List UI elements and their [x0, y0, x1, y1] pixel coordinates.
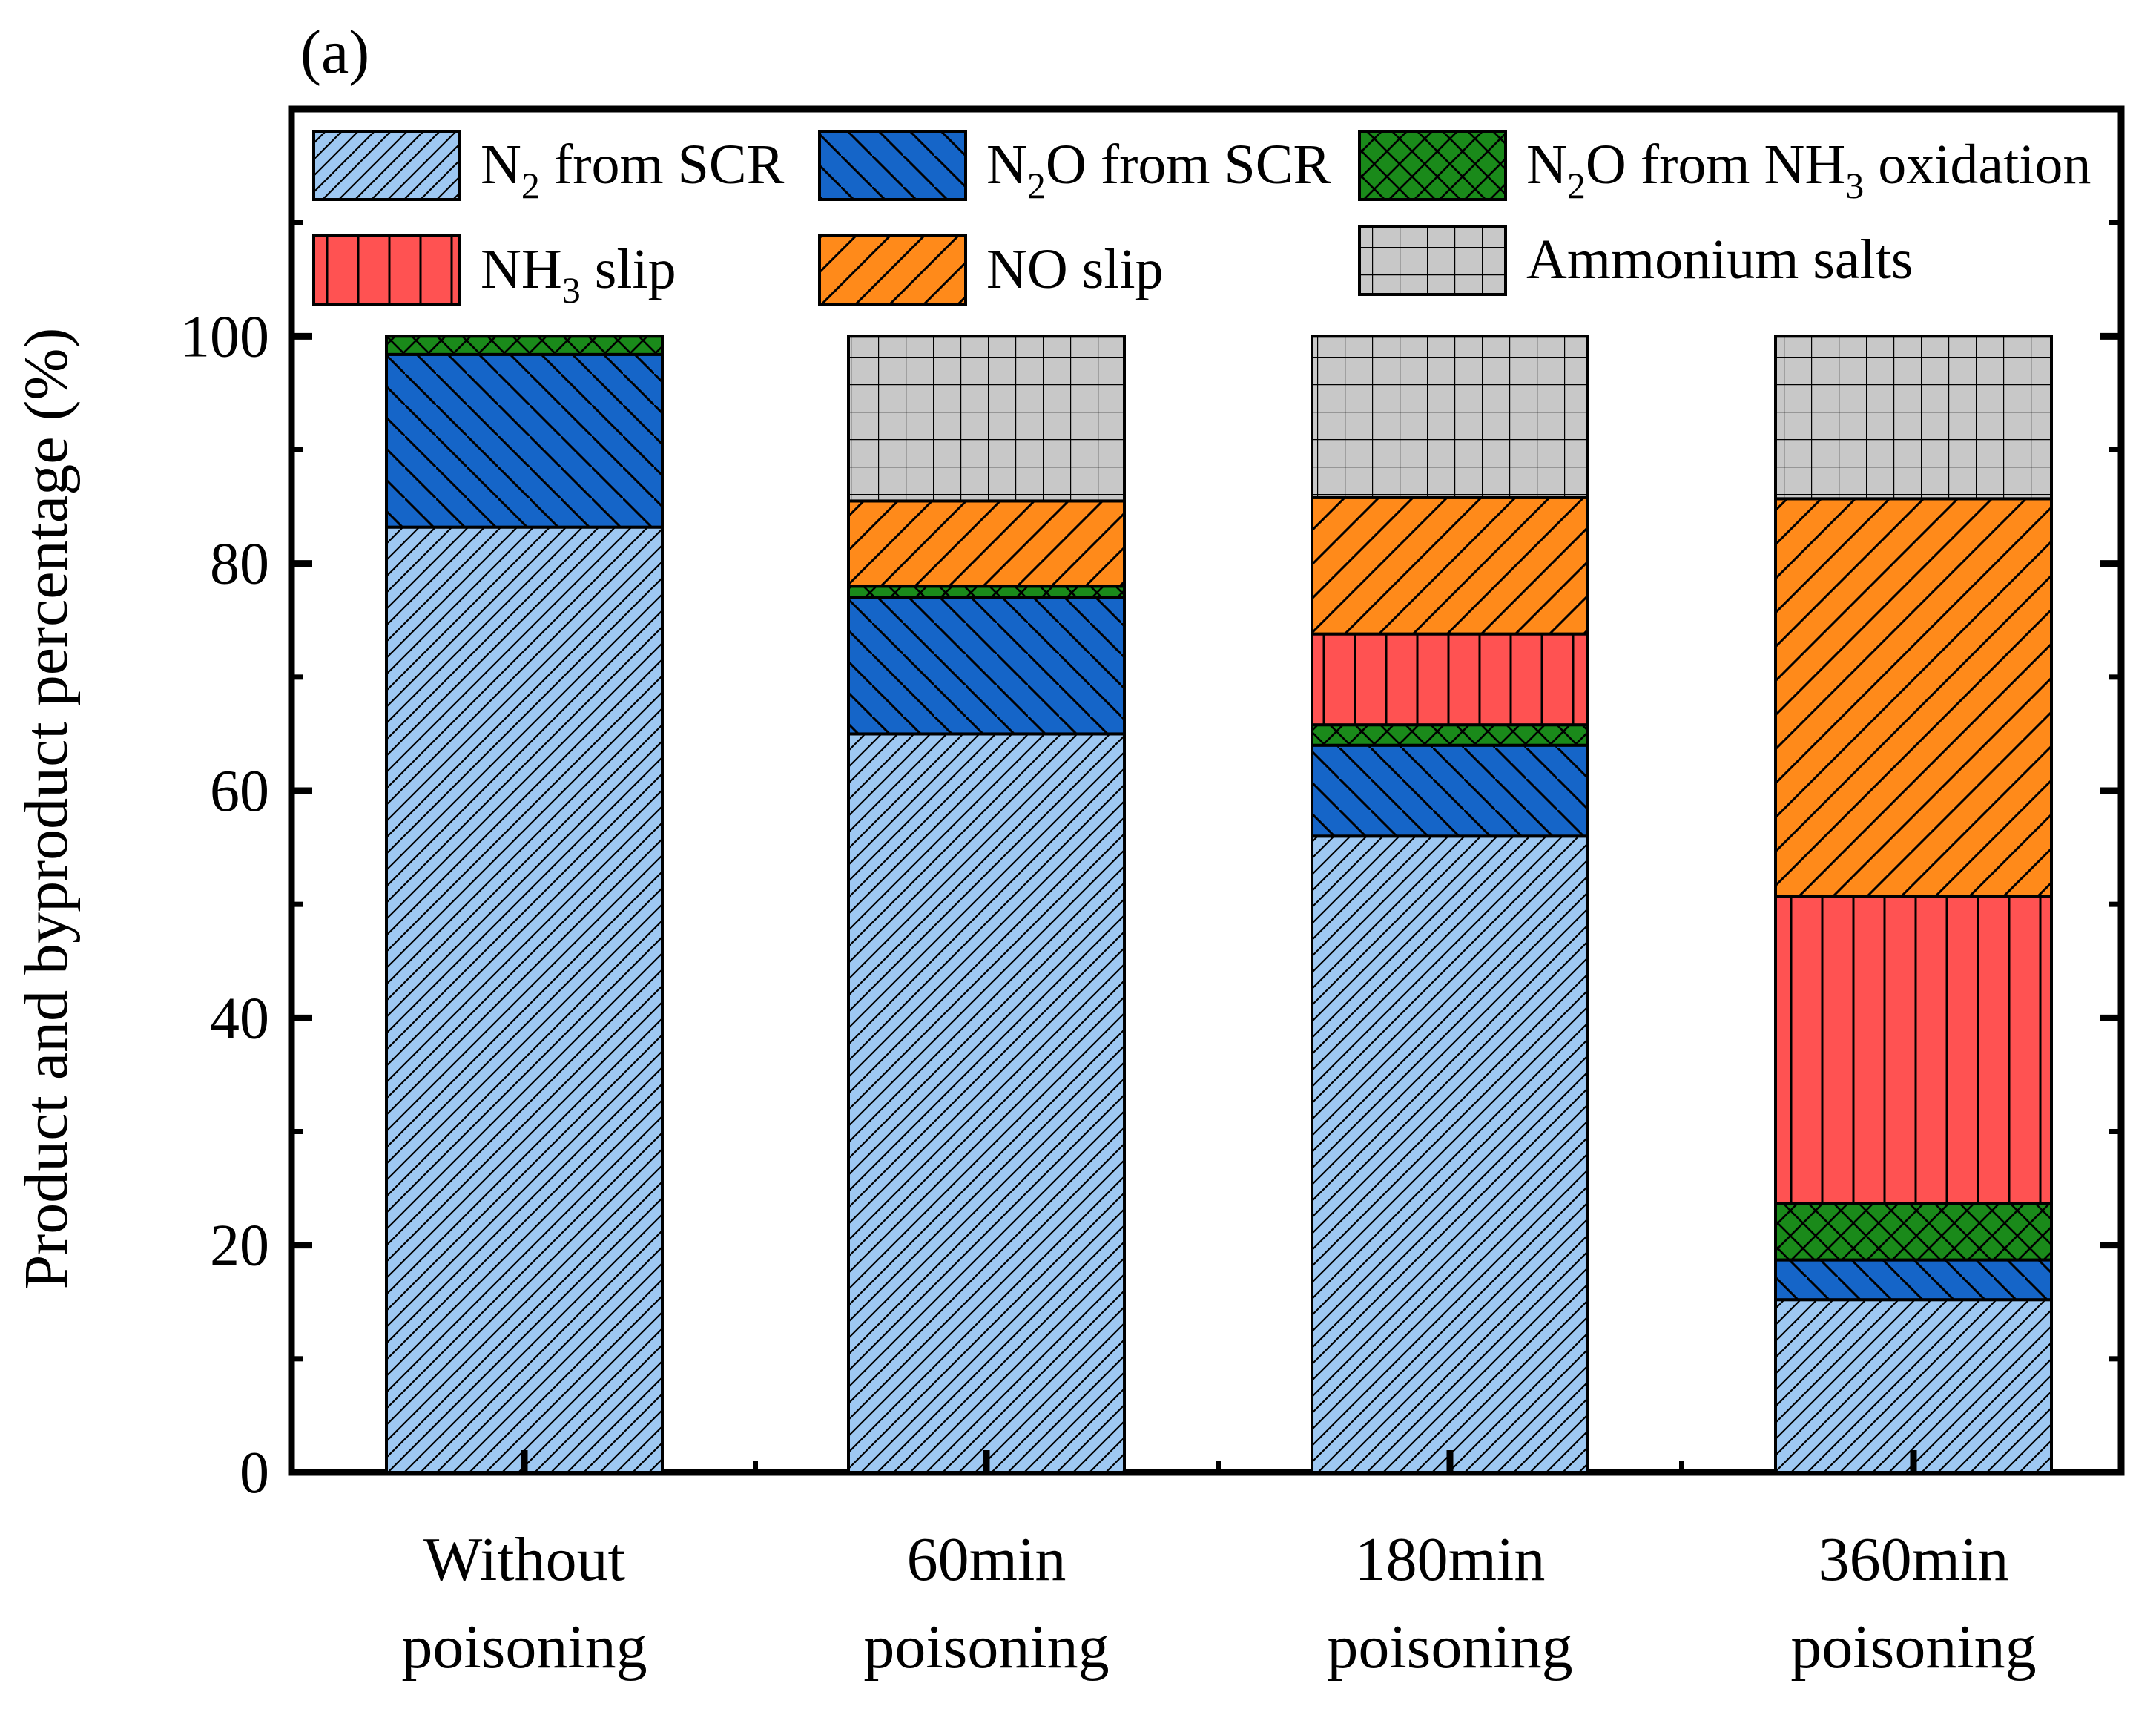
y-axis-label: Product and byproduct percentage (%)	[12, 328, 81, 1290]
legend-label: N2 from SCR	[481, 134, 785, 206]
y-tick-label: 60	[210, 759, 269, 824]
bar-segment-n2oscr	[385, 352, 664, 529]
legend-label: N2O from SCR	[986, 134, 1331, 206]
legend-label: NO slip	[986, 238, 1164, 300]
bar-stack	[1774, 335, 2053, 1474]
y-tick-label: 80	[210, 532, 269, 597]
legend-item-n2onh3: N2O from NH3 oxidation	[1358, 130, 2091, 206]
x-tick-label: 60min poisoning	[863, 1525, 1109, 1682]
bar-segment-n2onh3	[385, 335, 664, 356]
legend-item-nh3: NH3 slip	[312, 234, 676, 311]
legend-item-no: NO slip	[818, 234, 1164, 306]
legend-item-n2scr: N2 from SCR	[312, 130, 785, 206]
bar-segment-salts	[847, 335, 1126, 503]
legend-label: NH3 slip	[481, 238, 676, 311]
legend-swatch	[312, 130, 461, 201]
bar-segment-n2scr	[847, 732, 1126, 1474]
bar-segment-n2scr	[1311, 834, 1589, 1475]
bar-segment-salts	[1311, 335, 1589, 499]
y-tick-label: 40	[210, 986, 269, 1051]
bar-stack	[385, 335, 664, 1474]
x-tick-label: 180min poisoning	[1327, 1525, 1572, 1682]
bar-segment-salts	[1774, 335, 2053, 501]
bar-segment-no	[847, 499, 1126, 588]
legend-item-n2oscr: N2O from SCR	[818, 130, 1331, 206]
bar-segment-n2oscr	[847, 596, 1126, 736]
bar-segment-n2scr	[385, 525, 664, 1474]
y-tick-label: 20	[210, 1214, 269, 1279]
x-tick-label: Without poisoning	[401, 1525, 647, 1682]
bar-segment-nh3	[1774, 895, 2053, 1205]
bar-segment-n2onh3	[847, 585, 1126, 599]
bar-stack	[847, 335, 1126, 1474]
legend-swatch	[1358, 225, 1507, 296]
bar-segment-n2onh3	[1311, 723, 1589, 747]
bar-segment-n2onh3	[1774, 1201, 2053, 1262]
y-tick-label: 100	[180, 304, 269, 369]
panel-label: (a)	[300, 18, 369, 87]
legend-label: N2O from NH3 oxidation	[1526, 134, 2091, 206]
legend-swatch	[312, 234, 461, 306]
legend-swatch	[1358, 130, 1507, 201]
bar-segment-no	[1774, 497, 2053, 898]
bar-segment-n2scr	[1774, 1298, 2053, 1474]
bar-segment-no	[1311, 495, 1589, 636]
y-tick-label: 0	[240, 1440, 269, 1506]
bar-segment-nh3	[1311, 632, 1589, 727]
legend-item-salts: Ammonium salts	[1358, 225, 1913, 296]
x-tick-label: 360min poisoning	[1790, 1525, 2036, 1682]
legend-label: Ammonium salts	[1526, 228, 1913, 291]
legend-swatch	[818, 130, 967, 201]
legend-swatch	[818, 234, 967, 306]
bar-stack	[1311, 335, 1589, 1475]
bar-segment-n2oscr	[1774, 1258, 2053, 1302]
bar-segment-n2oscr	[1311, 743, 1589, 838]
